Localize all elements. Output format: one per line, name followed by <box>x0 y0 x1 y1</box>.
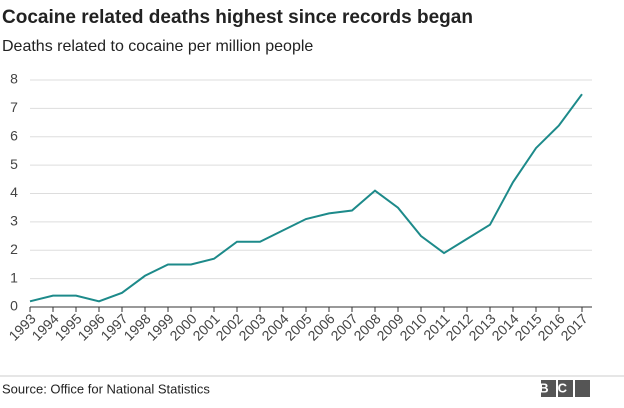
chart-subtitle: Deaths related to cocaine per million pe… <box>2 38 313 55</box>
y-tick-label: 5 <box>10 156 18 172</box>
chart-title: Cocaine related deaths highest since rec… <box>2 7 473 28</box>
y-tick-label: 6 <box>10 127 18 143</box>
source: Source: Office for National Statistics <box>2 381 210 396</box>
y-tick-label: 0 <box>10 298 18 314</box>
y-tick-label: 1 <box>10 269 18 285</box>
y-tick-label: 7 <box>10 99 18 115</box>
y-tick-label: 8 <box>10 71 18 87</box>
y-tick-label: 2 <box>10 241 18 257</box>
x-tick-label: 2017 <box>557 310 590 343</box>
y-tick-label: 3 <box>10 213 18 229</box>
data-line <box>29 93 583 303</box>
logo-text: BBC <box>521 380 576 395</box>
y-tick-label: 4 <box>10 184 18 200</box>
logo: BBC <box>521 380 590 397</box>
